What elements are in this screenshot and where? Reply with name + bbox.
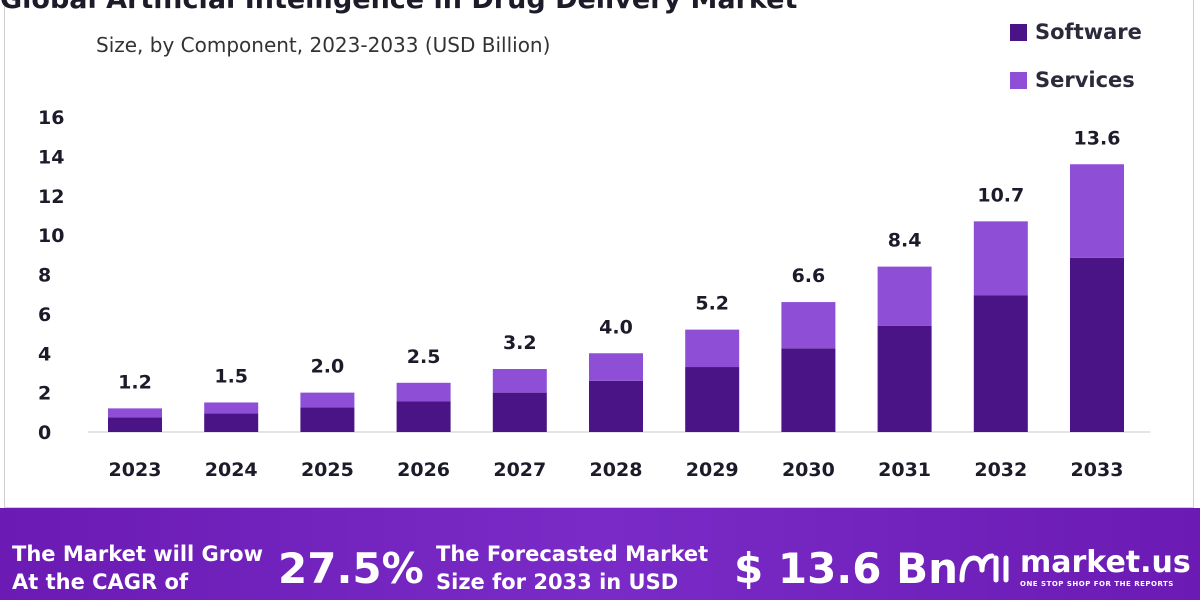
x-tick-label-2026: 2026: [397, 459, 450, 481]
x-tick-label-2029: 2029: [686, 459, 739, 481]
bar-services-2031: [877, 266, 932, 326]
y-tick-label: 16: [38, 107, 64, 129]
chart-title: Global Artificial Intelligence in Drug D…: [0, 0, 797, 15]
y-tick-label: 4: [38, 343, 51, 365]
legend-item-software: Software: [1010, 8, 1142, 56]
bar-software-2024: [204, 413, 259, 432]
total-label-2033: 13.6: [1074, 127, 1121, 149]
cagr-value: 27.5%: [278, 544, 424, 593]
total-label-2023: 1.2: [118, 371, 152, 393]
total-label-2025: 2.0: [311, 356, 345, 378]
bar-services-2033: [1070, 164, 1124, 258]
legend-label-services: Services: [1035, 68, 1135, 92]
chart-subtitle: Size, by Component, 2023-2033 (USD Billi…: [96, 33, 551, 57]
legend-swatch-software: [1010, 23, 1027, 41]
logo-tagline: ONE STOP SHOP FOR THE REPORTS: [1020, 580, 1174, 588]
bar-software-2030: [781, 348, 836, 432]
legend-swatch-services: [1010, 71, 1027, 89]
bar-services-2029: [685, 329, 740, 368]
legend-label-software: Software: [1035, 20, 1142, 44]
stacked-bar-chart: 0 2 4 6 8 10 12 14 16 1.2 2023 1.5 2024 2.0 2025 2.5 202…: [38, 107, 1150, 481]
forecast-value: $ 13.6 Bn: [734, 544, 959, 593]
total-label-2030: 6.6: [792, 265, 826, 287]
x-tick-label-2023: 2023: [109, 459, 162, 481]
y-tick-label: 2: [38, 383, 51, 405]
cagr-text: The Market will Grow At the CAGR of: [12, 540, 263, 596]
x-tick-label-2031: 2031: [878, 459, 931, 481]
x-tick-label-2033: 2033: [1071, 459, 1124, 481]
x-tick-label-2028: 2028: [590, 459, 643, 481]
logo-name: market.us: [1020, 545, 1191, 580]
bar-software-2027: [492, 392, 547, 432]
forecast-text-line2: Size for 2033 in USD: [436, 570, 679, 594]
bar-services-2027: [492, 369, 547, 393]
y-tick-label: 12: [38, 186, 64, 208]
x-tick-label-2025: 2025: [301, 459, 354, 481]
market-us-logo: market.us ONE STOP SHOP FOR THE REPORTS: [958, 548, 1191, 588]
bar-services-2032: [973, 221, 1028, 296]
x-tick-label-2030: 2030: [782, 459, 835, 481]
forecast-text-line1: The Forecasted Market: [436, 542, 709, 566]
bar-services-2023: [108, 408, 162, 418]
y-tick-label: 14: [38, 146, 64, 168]
y-tick-label: 10: [38, 225, 64, 247]
legend: Software Services: [1010, 8, 1142, 104]
cagr-text-line2: At the CAGR of: [12, 570, 189, 594]
bar-software-2031: [877, 325, 932, 432]
y-tick-label: 0: [38, 422, 51, 444]
total-label-2031: 8.4: [888, 230, 922, 252]
bar-services-2026: [396, 382, 451, 402]
bar-software-2026: [396, 401, 451, 432]
total-label-2027: 3.2: [503, 332, 537, 354]
x-tick-label-2032: 2032: [974, 459, 1027, 481]
bar-software-2032: [973, 295, 1028, 432]
total-label-2024: 1.5: [214, 365, 248, 387]
bar-software-2033: [1070, 257, 1124, 432]
bar-services-2025: [300, 392, 355, 408]
bar-services-2024: [204, 402, 259, 414]
bar-services-2028: [589, 353, 643, 381]
y-tick-label: 6: [38, 304, 51, 326]
legend-item-services: Services: [1010, 56, 1142, 104]
bar-software-2025: [300, 407, 355, 432]
total-label-2029: 5.2: [695, 293, 729, 315]
total-label-2026: 2.5: [407, 346, 441, 368]
total-label-2032: 10.7: [977, 184, 1024, 206]
total-label-2028: 4.0: [599, 316, 633, 338]
chart-frame: [4, 0, 1194, 508]
x-tick-label-2024: 2024: [205, 459, 258, 481]
y-tick-label: 8: [38, 265, 51, 287]
x-tick-label-2027: 2027: [493, 459, 546, 481]
market-us-logo-icon: [959, 553, 1009, 583]
cagr-text-line1: The Market will Grow: [12, 542, 263, 566]
bar-software-2028: [589, 380, 643, 432]
summary-banner: The Market will Grow At the CAGR of 27.5…: [0, 508, 1200, 600]
bar-services-2030: [781, 302, 836, 349]
forecast-text: The Forecasted Market Size for 2033 in U…: [436, 540, 708, 596]
bar-software-2023: [108, 417, 162, 432]
bar-software-2029: [685, 367, 740, 432]
